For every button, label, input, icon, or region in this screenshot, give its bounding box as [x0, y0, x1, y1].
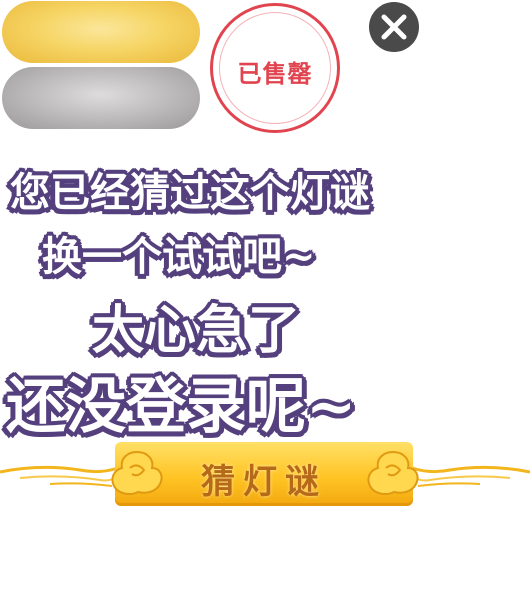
cloud-right-icon: [367, 450, 419, 495]
option-pill-gray[interactable]: [2, 67, 200, 129]
close-icon: [381, 14, 407, 40]
message-already-guessed: 您已经猜过这个灯谜: [10, 169, 370, 216]
message-not-logged-in: 还没登录呢~: [6, 372, 357, 442]
ribbon-left-icon: [0, 465, 119, 487]
sold-out-stamp-ring: [219, 12, 331, 124]
cloud-left-icon: [111, 450, 163, 495]
sold-out-stamp: 已售罄: [210, 3, 340, 133]
message-try-another: 换一个试试吧~: [42, 233, 316, 280]
guess-button-plate: 猜灯谜: [115, 442, 413, 506]
sold-out-label: 已售罄: [237, 60, 313, 88]
close-button[interactable]: [369, 2, 419, 52]
message-too-impatient: 太心急了: [92, 300, 301, 361]
ribbon-right-icon: [411, 465, 530, 487]
option-pill-yellow[interactable]: [2, 1, 200, 63]
guess-riddle-button[interactable]: 猜灯谜: [0, 440, 530, 520]
guess-button-label: 猜灯谜: [201, 462, 327, 502]
